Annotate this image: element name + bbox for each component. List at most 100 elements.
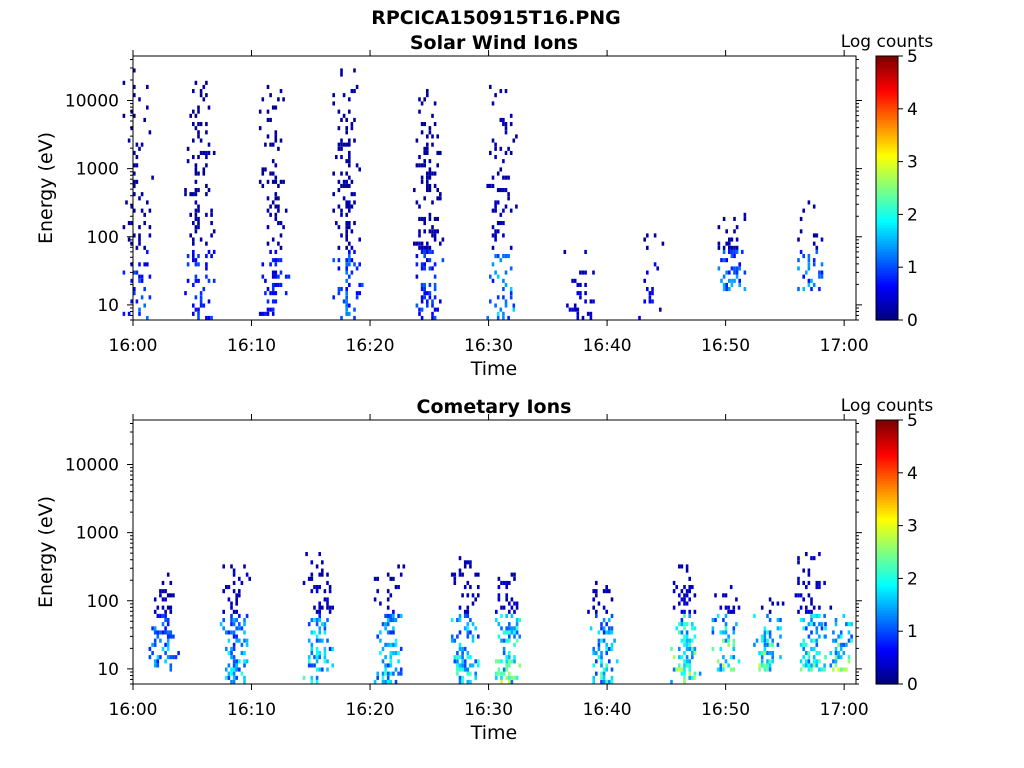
- y-tick-label: 100: [87, 592, 119, 612]
- spectrogram-cell: [133, 208, 136, 213]
- spectrogram-cell: [685, 655, 689, 660]
- colorbar-segment: [876, 177, 898, 181]
- spectrogram-cell: [763, 634, 767, 639]
- spectrogram-cell: [169, 609, 173, 614]
- spectrogram-cell: [358, 167, 361, 172]
- spectrogram-cell: [355, 291, 359, 296]
- spectrogram-cell: [389, 655, 393, 660]
- colorbar-segment: [876, 185, 898, 189]
- spectrogram-cell: [504, 254, 508, 259]
- spectrogram-cell: [717, 245, 721, 250]
- spectrogram-cell: [348, 204, 351, 209]
- spectrogram-cell: [837, 651, 840, 656]
- spectrogram-cell: [466, 560, 470, 565]
- spectrogram-cell: [159, 638, 162, 643]
- spectrogram-cell: [159, 613, 162, 618]
- spectrogram-cell: [463, 646, 467, 651]
- colorbar-segment: [876, 243, 898, 247]
- spectrogram-cell: [337, 179, 341, 184]
- spectrogram-cell: [315, 589, 319, 594]
- spectrogram-cell: [166, 638, 170, 643]
- spectrogram-cell: [466, 651, 470, 656]
- spectrogram-cell: [194, 258, 198, 263]
- spectrogram-cell: [345, 117, 348, 122]
- spectrogram-cell: [693, 634, 697, 639]
- spectrogram-cell: [277, 204, 280, 209]
- spectrogram-cell: [282, 225, 285, 230]
- spectrogram-cell: [818, 613, 821, 618]
- spectrogram-cell: [486, 183, 489, 188]
- spectrogram-cell: [722, 274, 726, 279]
- spectrogram-cell: [274, 163, 278, 168]
- y-tick-label: 100: [87, 228, 119, 248]
- spectrogram-cell: [683, 609, 686, 614]
- spectrogram-cell: [274, 192, 278, 197]
- spectrogram-cell: [439, 241, 442, 246]
- spectrogram-cell: [415, 241, 419, 246]
- spectrogram-cell: [318, 651, 321, 656]
- spectrogram-cell: [431, 303, 434, 308]
- spectrogram-cell: [802, 580, 805, 585]
- colorbar-segment: [876, 222, 898, 226]
- spectrogram-cell: [243, 651, 246, 656]
- spectrogram-cell: [205, 266, 208, 271]
- spectrogram-cell: [463, 585, 467, 590]
- spectrogram-cell: [261, 167, 265, 172]
- colorbar-segment: [876, 578, 898, 582]
- spectrogram-cell: [394, 618, 398, 623]
- spectrogram-cell: [571, 307, 574, 312]
- spectrogram-cell: [389, 663, 393, 668]
- spectrogram-cell: [436, 196, 439, 201]
- spectrogram-cell: [720, 258, 723, 263]
- spectrogram-cell: [728, 249, 731, 254]
- spectrogram-cell: [274, 299, 278, 304]
- spectrogram-cell: [189, 192, 192, 197]
- colorbar-segment: [876, 420, 898, 424]
- spectrogram-cell: [381, 622, 385, 627]
- spectrogram-cell: [489, 299, 492, 304]
- spectrogram-cell: [428, 295, 432, 300]
- spectrogram-cell: [579, 282, 582, 287]
- colorbar-segment: [876, 277, 898, 281]
- spectrogram-cell: [518, 634, 521, 639]
- spectrogram-cell: [277, 258, 280, 263]
- spectrogram-cell: [656, 266, 659, 271]
- spectrogram-cell: [353, 307, 356, 312]
- spectrogram-cell: [269, 142, 272, 147]
- spectrogram-cell: [192, 303, 195, 308]
- spectrogram-cell: [807, 593, 811, 598]
- spectrogram-cell: [815, 245, 819, 250]
- colorbar-segment: [876, 562, 898, 566]
- spectrogram-cell: [232, 609, 236, 614]
- spectrogram-cell: [605, 642, 608, 647]
- spectrogram-cell: [433, 295, 437, 300]
- spectrogram-cell: [199, 93, 203, 98]
- spectrogram-cell: [505, 675, 508, 680]
- colorbar-segment: [876, 678, 898, 682]
- spectrogram-cell: [810, 613, 813, 618]
- spectrogram-cell: [602, 605, 606, 610]
- spectrogram-cell: [261, 274, 265, 279]
- spectrogram-cell: [504, 299, 508, 304]
- spectrogram-cell: [595, 580, 598, 585]
- spectrogram-cell: [802, 254, 805, 259]
- spectrogram-cell: [515, 605, 519, 610]
- spectrogram-cell: [418, 245, 421, 250]
- colorbar-segment: [876, 293, 898, 297]
- spectrogram-cell: [326, 580, 329, 585]
- spectrogram-cell: [164, 589, 167, 594]
- spectrogram-cell: [420, 241, 424, 246]
- spectrogram-cell: [345, 221, 348, 226]
- colorbar-segment: [876, 554, 898, 558]
- spectrogram-cell: [823, 613, 826, 618]
- spectrogram-cell: [264, 142, 267, 147]
- spectrogram-cell: [805, 270, 808, 275]
- spectrogram-cell: [685, 638, 689, 643]
- spectrogram-cell: [685, 630, 689, 635]
- spectrogram-cell: [675, 626, 678, 631]
- spectrogram-cell: [264, 291, 267, 296]
- spectrogram-cell: [227, 630, 231, 635]
- colorbar-segment: [876, 127, 898, 131]
- spectrogram-cell: [164, 626, 167, 631]
